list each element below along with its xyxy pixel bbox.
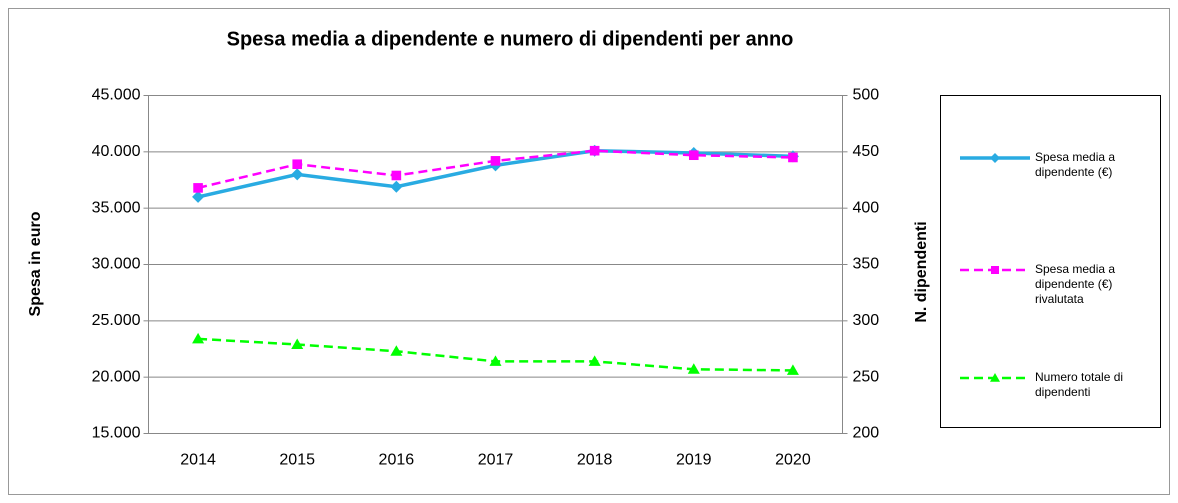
- legend-box: [940, 95, 1161, 428]
- marker: [786, 364, 799, 375]
- y-tick-label: 35.000: [92, 199, 141, 216]
- marker: [589, 145, 600, 156]
- marker: [192, 332, 205, 344]
- legend-label: Numero totale di dipendenti: [1035, 370, 1124, 399]
- marker: [990, 153, 1000, 163]
- marker: [292, 159, 303, 170]
- y-tick-label: 45.000: [92, 87, 141, 104]
- legend-label: Spesa media a dipendente (€): [1035, 150, 1116, 179]
- y2-tick-label: 400: [853, 199, 880, 216]
- marker: [291, 338, 304, 349]
- marker: [193, 183, 203, 193]
- y-axis-label: Spesa in euro: [27, 211, 44, 316]
- x-tick-label: 2017: [478, 452, 514, 469]
- chart-title: Spesa media a dipendente e numero di dip…: [227, 28, 794, 50]
- marker: [390, 180, 403, 193]
- legend-label: Spesa media a dipendente (€) rivalutata: [1035, 262, 1116, 306]
- y-tick-label: 15.000: [92, 425, 141, 442]
- y2-tick-label: 250: [853, 368, 880, 385]
- y-tick-label: 20.000: [92, 368, 141, 385]
- x-tick-label: 2018: [577, 452, 613, 469]
- marker: [990, 373, 1000, 382]
- y2-axis-label: N. dipendenti: [913, 221, 930, 322]
- marker: [390, 345, 403, 356]
- y-tick-label: 30.000: [92, 256, 141, 273]
- marker: [788, 152, 798, 163]
- marker: [588, 355, 601, 366]
- y2-tick-label: 500: [853, 87, 880, 104]
- marker: [192, 190, 205, 203]
- x-tick-label: 2019: [676, 452, 712, 469]
- marker: [391, 170, 402, 181]
- marker: [490, 156, 501, 166]
- y2-tick-label: 300: [853, 312, 880, 329]
- x-tick-label: 2016: [379, 452, 415, 469]
- y2-tick-label: 200: [853, 425, 880, 442]
- marker: [688, 150, 699, 161]
- x-tick-label: 2015: [279, 452, 315, 469]
- x-tick-label: 2014: [180, 452, 216, 469]
- marker: [489, 355, 502, 366]
- y-tick-label: 40.000: [92, 143, 141, 160]
- y-tick-label: 25.000: [92, 312, 141, 329]
- x-tick-label: 2020: [775, 452, 811, 469]
- y2-tick-label: 450: [853, 143, 880, 160]
- marker: [991, 266, 999, 274]
- marker: [291, 168, 304, 181]
- y2-tick-label: 350: [853, 256, 880, 273]
- marker: [687, 363, 700, 374]
